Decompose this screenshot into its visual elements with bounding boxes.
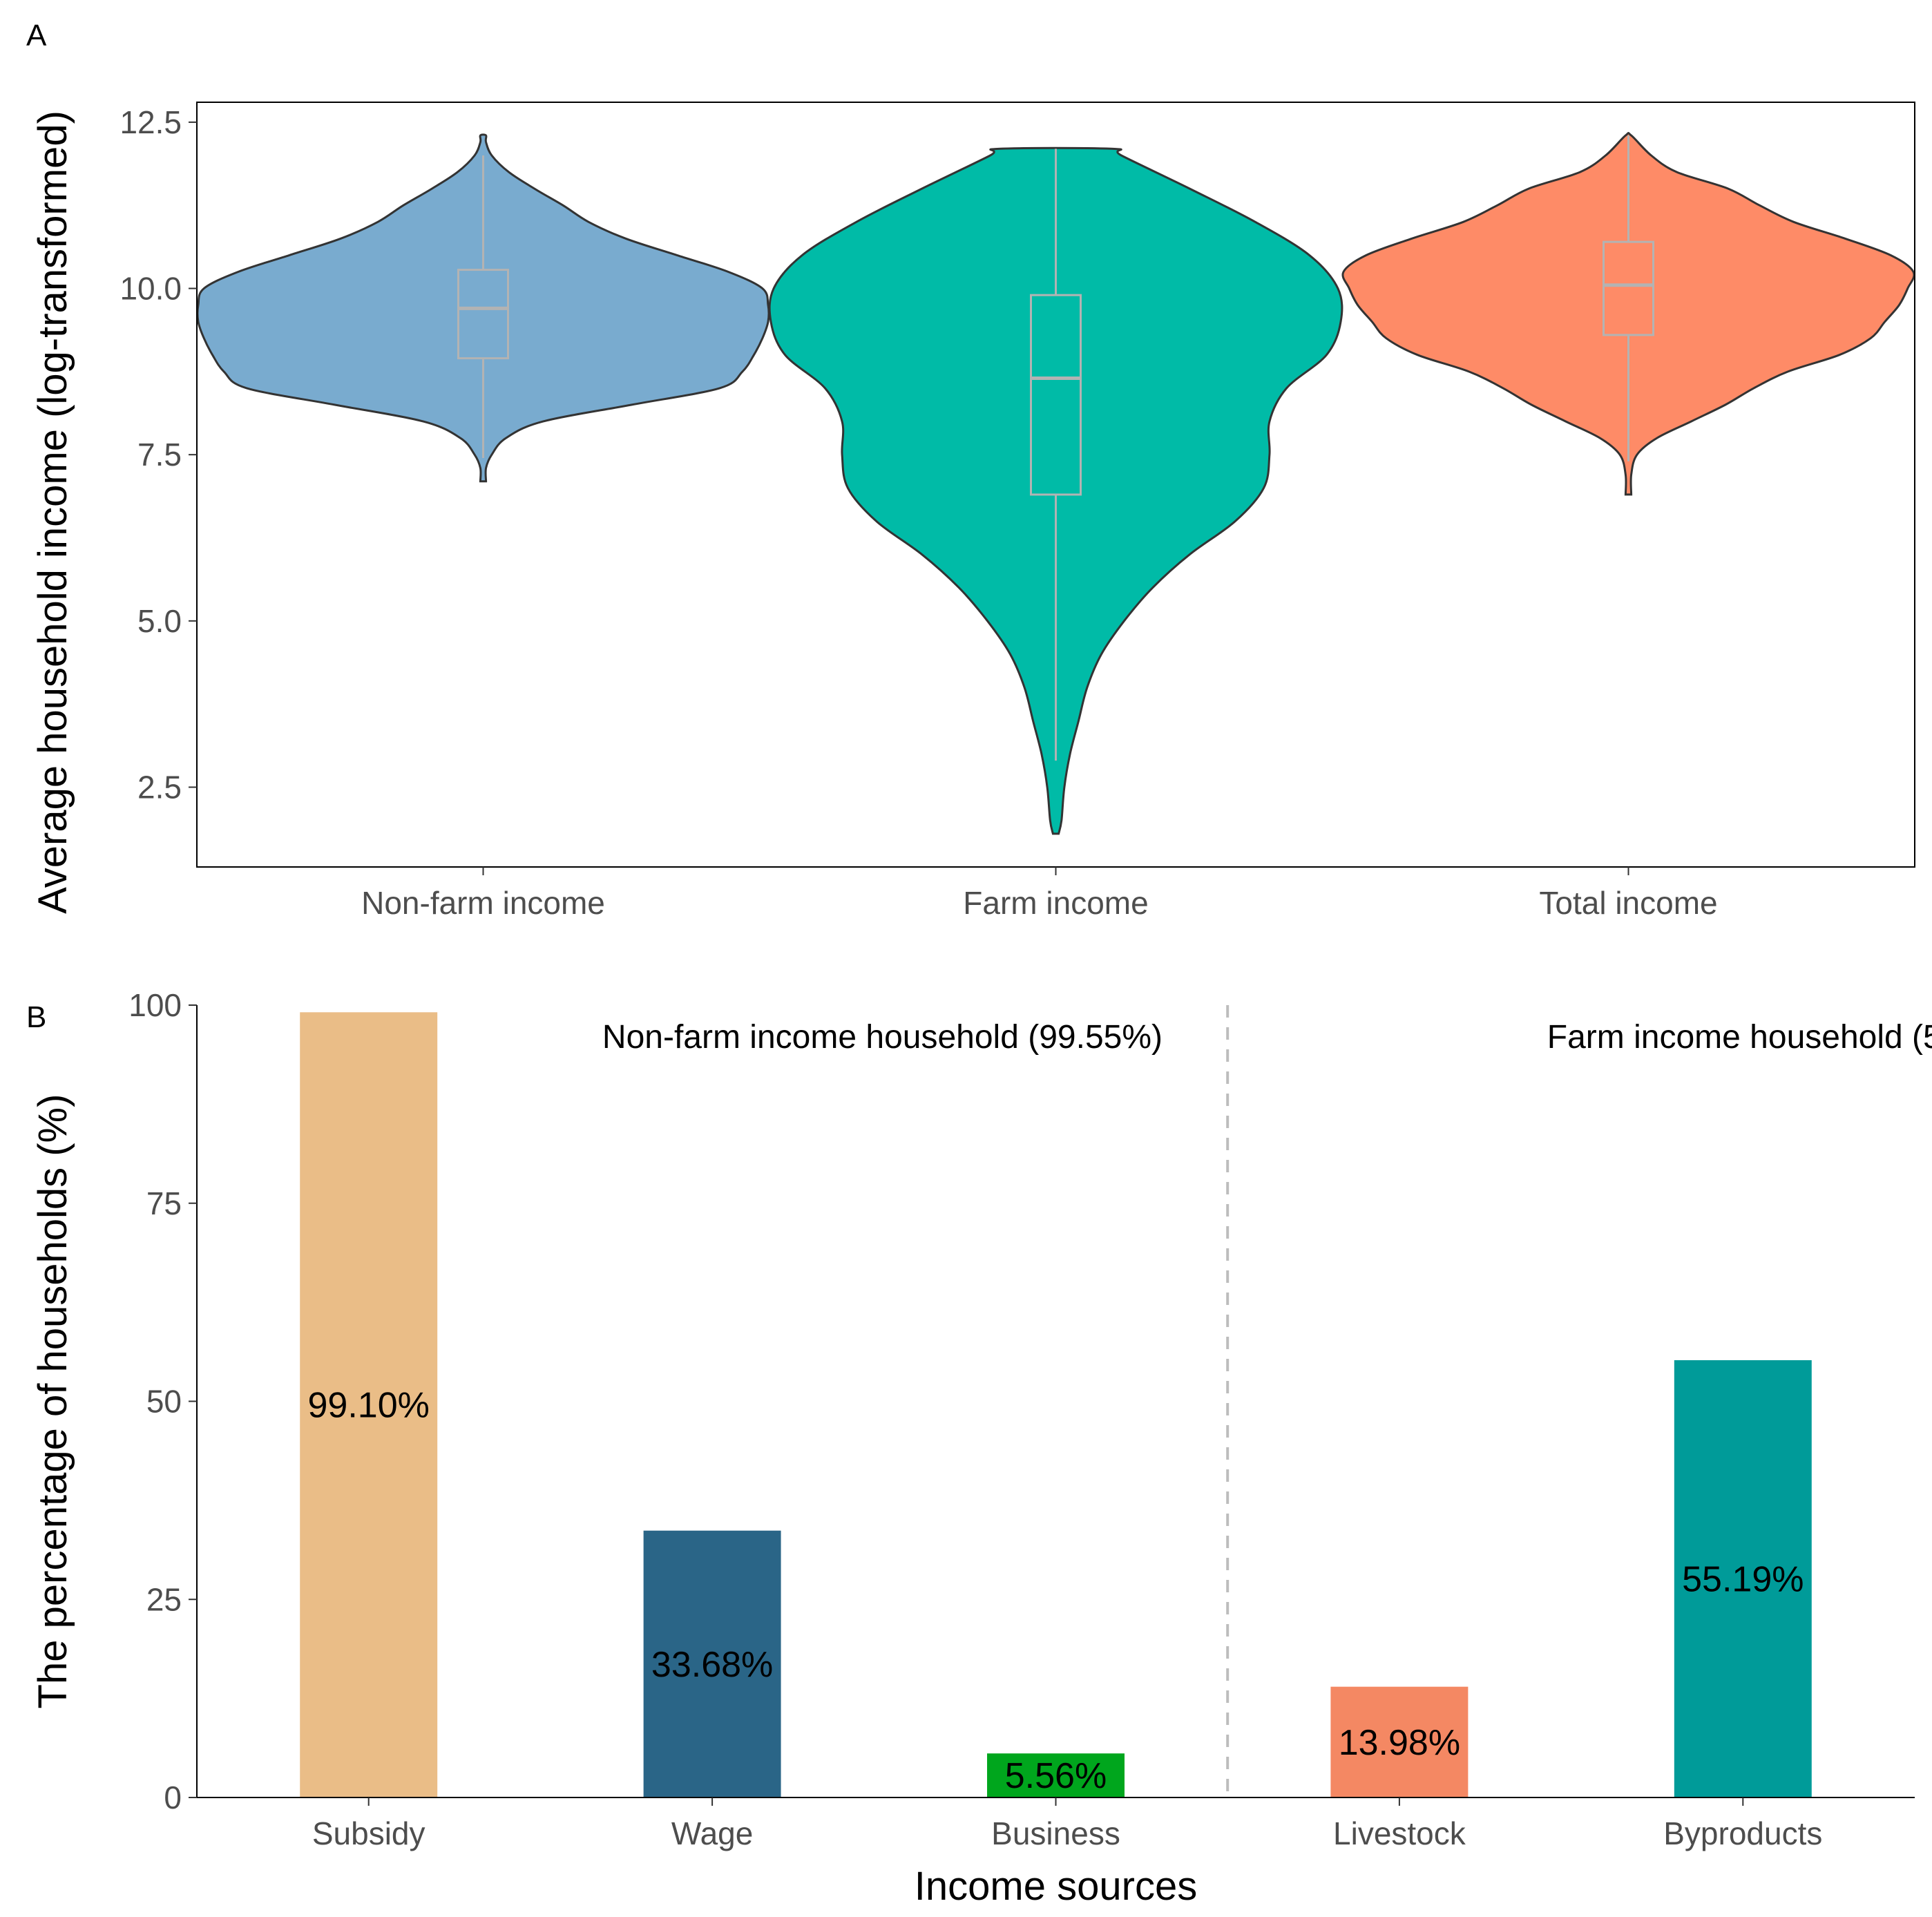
bar-value-labels: 99.10% 33.68% 5.56% 13.98% 55.19% — [308, 1386, 1804, 1796]
bar-label-livestock: 13.98% — [1339, 1723, 1460, 1763]
bar-subsidy — [300, 1012, 438, 1797]
x-tick-label: Byproducts — [1663, 1815, 1822, 1851]
y-tick-label: 0 — [164, 1780, 182, 1815]
y-tick-label: 2.5 — [137, 769, 182, 805]
x-tick-label: Business — [991, 1815, 1120, 1851]
bar-livestock — [1330, 1686, 1469, 1797]
bar-label-wage: 33.68% — [651, 1645, 773, 1685]
bar-label-subsidy: 99.10% — [308, 1386, 430, 1426]
x-tick-label: Farm income — [963, 885, 1148, 921]
x-axis-ticks: Non-farm income Farm income Total income — [361, 867, 1718, 921]
bar-group — [300, 1012, 1812, 1797]
y-tick-label: 100 — [128, 987, 182, 1023]
y-tick-label: 25 — [146, 1581, 182, 1617]
box-non-farm-income — [457, 269, 509, 360]
panel-label-b: B — [26, 1000, 46, 1034]
bar-label-byproducts: 55.19% — [1682, 1559, 1804, 1599]
y-tick-label: 10.0 — [119, 271, 182, 307]
bar-business — [987, 1753, 1125, 1797]
violin-group — [196, 132, 1915, 835]
y-axis-ticks: 2.5 5.0 7.5 10.0 12.5 — [119, 104, 197, 805]
x-tick-label: Wage — [671, 1815, 753, 1851]
y-axis-title-b: The percentage of households (%) — [30, 1094, 75, 1709]
y-tick-label: 50 — [146, 1384, 182, 1420]
x-tick-label: Livestock — [1333, 1815, 1466, 1851]
y-tick-label: 12.5 — [119, 104, 182, 140]
bar-byproducts — [1674, 1360, 1812, 1797]
x-axis-ticks-b: Subsidy Wage Business Livestock Byproducts — [312, 1797, 1822, 1851]
violin-farm-income — [768, 146, 1343, 835]
bar-panel: B Non-farm income household (99.55%) Far… — [26, 987, 1932, 1909]
annotation-farm-household: Farm income household (58.80%) — [1547, 1019, 1932, 1056]
bar-label-business: 5.56% — [1005, 1756, 1107, 1796]
y-tick-label: 7.5 — [137, 437, 182, 473]
annotation-non-farm-household: Non-farm income household (99.55%) — [602, 1019, 1163, 1056]
x-axis-title-b: Income sources — [915, 1864, 1197, 1909]
x-tick-label: Non-farm income — [361, 885, 605, 921]
box-farm-income — [1030, 294, 1082, 496]
x-tick-label: Total income — [1539, 885, 1717, 921]
bar-wage — [643, 1530, 781, 1797]
box-total-income — [1603, 240, 1654, 336]
y-tick-label: 5.0 — [137, 603, 182, 639]
panel-label-a: A — [26, 19, 47, 53]
y-axis-ticks-b: 0 25 50 75 100 — [128, 987, 197, 1815]
panel-b-axes — [196, 1005, 1915, 1798]
violin-total-income — [1341, 132, 1915, 496]
y-axis-title-a: Average household income (log-transforme… — [30, 111, 75, 914]
violin-panel: A 2.5 5.0 7.5 10.0 12.5 Non-farm income Farm … — [26, 19, 1915, 921]
x-tick-label: Subsidy — [312, 1815, 425, 1851]
y-tick-label: 75 — [146, 1185, 182, 1221]
